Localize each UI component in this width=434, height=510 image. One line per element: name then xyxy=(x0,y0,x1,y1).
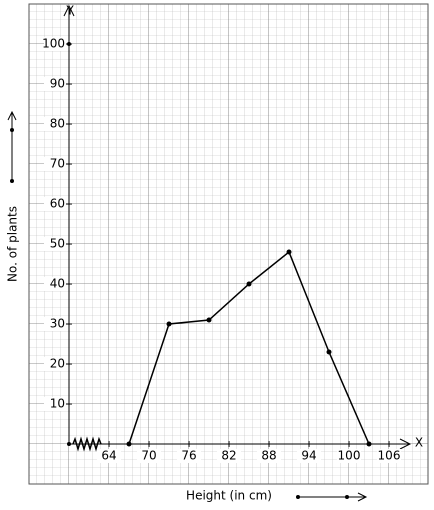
y-tick-label: 50 xyxy=(50,237,65,251)
y-tick-label: 20 xyxy=(50,357,65,371)
y-tick-label: 70 xyxy=(50,157,65,171)
data-point xyxy=(246,281,252,287)
x-tick-label: 76 xyxy=(181,449,196,463)
scale-dot xyxy=(345,495,349,499)
y-tick-label: 100 xyxy=(42,37,65,51)
tick-label-bg xyxy=(337,449,361,463)
x-arrow xyxy=(399,438,412,450)
data-point xyxy=(166,321,172,327)
x-axis-letter: X xyxy=(415,436,423,450)
y-tick-label: 10 xyxy=(50,397,65,411)
y-tick-label: 90 xyxy=(50,77,65,91)
scale-dot xyxy=(296,495,300,499)
tick-label-bg xyxy=(217,449,241,463)
scale-dot xyxy=(10,179,14,183)
tick-label-bg xyxy=(44,317,66,331)
scale-arrow-head xyxy=(7,110,17,121)
y-arrow xyxy=(63,4,75,17)
data-point xyxy=(286,249,292,255)
x-tick-label: 64 xyxy=(101,449,116,463)
x-tick-label: 88 xyxy=(261,449,276,463)
graph-paper-major xyxy=(28,3,429,485)
y-tick-label: 60 xyxy=(50,197,65,211)
data-point xyxy=(366,441,372,447)
origin xyxy=(67,442,71,446)
x-tick-label: 100 xyxy=(338,449,361,463)
tick-label-bg xyxy=(44,197,66,211)
y-axis-title: No. of plants xyxy=(6,206,20,282)
tick-label-bg xyxy=(44,77,66,91)
tick-label-bg xyxy=(137,449,161,463)
x-tick-label: 82 xyxy=(221,449,236,463)
tick-label-bg xyxy=(44,397,66,411)
tick-label-bg xyxy=(44,357,66,371)
tick-label-bg xyxy=(44,37,66,51)
y-axis-letter: Y xyxy=(65,4,74,18)
tick-label-bg xyxy=(297,449,321,463)
data-point xyxy=(326,349,332,355)
x-tick-label: 70 xyxy=(141,449,156,463)
axis-break xyxy=(72,436,102,452)
y-tick-label: 30 xyxy=(50,317,65,331)
tick-label-bg xyxy=(377,449,401,463)
tick-label-bg xyxy=(44,157,66,171)
data-point xyxy=(206,317,212,323)
tick-label-bg xyxy=(257,449,281,463)
tick-label-bg xyxy=(97,449,121,463)
x-axis-title: Height (in cm) xyxy=(186,489,272,503)
tick-label-bg xyxy=(44,237,66,251)
scale-arrow-head xyxy=(357,492,368,502)
tick-label-bg xyxy=(44,117,66,131)
tick-label-bg xyxy=(177,449,201,463)
x-tick-label: 94 xyxy=(301,449,316,463)
y-tick-label: 80 xyxy=(50,117,65,131)
x-tick-label: 106 xyxy=(378,449,401,463)
y-tick-label: 40 xyxy=(50,277,65,291)
data-point xyxy=(126,441,132,447)
tick-label-bg xyxy=(44,277,66,291)
scale-dot xyxy=(10,128,14,132)
